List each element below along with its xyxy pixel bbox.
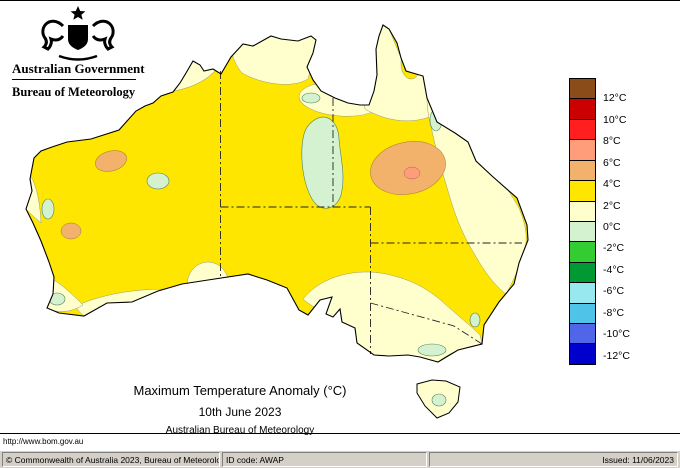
legend-label: -8°C	[603, 306, 625, 319]
anomaly-legend: 12°C 10°C 8°C 6°C 4°C 2°C 0°C -2°C -4°C -6°C -8°C -…	[569, 78, 669, 380]
bom-url-text: http://www.bom.gov.au	[3, 437, 84, 446]
legend-swatch	[569, 220, 596, 243]
legend-label: 0°C	[603, 221, 621, 233]
status-id-code: ID code: AWAP	[222, 452, 427, 467]
legend-label: -4°C	[603, 263, 625, 276]
legend-swatch	[569, 323, 596, 345]
legend-label: -12°C	[603, 349, 630, 362]
australia-map	[25, 24, 529, 419]
anomaly-patch	[403, 166, 421, 180]
anomaly-fill-layer	[26, 25, 528, 418]
legend-labels: 12°C 10°C 8°C 6°C 4°C 2°C 0°C -2°C -4°C -6°C -8°C -…	[603, 78, 663, 378]
legend-swatch	[569, 180, 596, 202]
anomaly-patch	[301, 92, 321, 104]
anomaly-patch	[363, 25, 433, 122]
anomaly-patch	[431, 393, 447, 407]
anomaly-patch	[60, 222, 82, 240]
legend-label: 12°C	[603, 92, 627, 105]
status-bar: © Commonwealth of Australia 2023, Bureau…	[0, 451, 680, 468]
coastline-mainland	[25, 24, 529, 363]
anomaly-patch	[469, 312, 481, 328]
legend-swatch	[569, 282, 596, 304]
legend-label: 4°C	[603, 178, 621, 191]
coastline-tasmania	[416, 379, 461, 419]
map-organisation: Australian Bureau of Meteorology	[165, 425, 315, 436]
footer-divider	[0, 433, 680, 434]
status-issued: Issued: 11/06/2023	[429, 452, 678, 467]
legend-swatch	[569, 139, 596, 161]
legend-label: -2°C	[603, 242, 625, 255]
legend-swatch	[569, 241, 596, 263]
status-copyright: © Commonwealth of Australia 2023, Bureau…	[2, 452, 220, 467]
government-title: Australian Government	[12, 61, 145, 76]
bureau-title: Bureau of Meteorology	[12, 85, 136, 99]
legend-label: 10°C	[603, 113, 627, 126]
legend-label: -10°C	[603, 328, 630, 341]
header-divider	[12, 79, 136, 80]
legend-bar	[569, 78, 596, 365]
legend-label: 8°C	[603, 135, 621, 148]
legend-swatch	[569, 118, 596, 141]
legend-swatch	[569, 200, 596, 222]
legend-label: 6°C	[603, 156, 621, 169]
state-borders	[220, 71, 522, 354]
anomaly-patch	[417, 343, 447, 357]
legend-swatch	[569, 261, 596, 284]
anomaly-patch	[186, 261, 230, 309]
map-date: 10th June 2023	[198, 405, 282, 419]
legend-swatch	[569, 159, 596, 182]
legend-label: 2°C	[603, 199, 621, 212]
legend-swatch	[569, 98, 596, 120]
legend-swatch	[569, 78, 596, 100]
anomaly-patch	[95, 150, 127, 172]
legend-swatch	[569, 343, 596, 365]
anomaly-patch	[41, 198, 55, 220]
map-caption-block: Maximum Temperature Anomaly (°C) 10th Ju…	[55, 383, 425, 436]
coat-of-arms-icon	[41, 6, 115, 61]
map-title: Maximum Temperature Anomaly (°C)	[133, 383, 347, 398]
legend-label: -6°C	[603, 285, 625, 298]
anomaly-patch	[146, 172, 170, 190]
anomaly-patch	[26, 174, 42, 224]
legend-swatch	[569, 302, 596, 325]
